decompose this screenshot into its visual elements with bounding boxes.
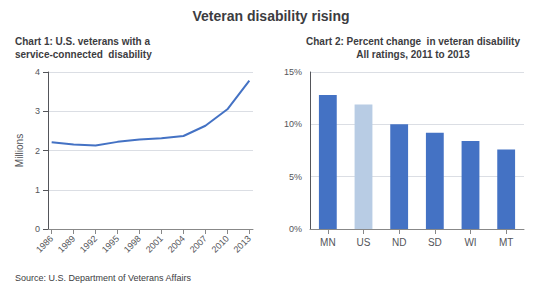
svg-text:1998: 1998 <box>122 233 143 254</box>
svg-text:US: US <box>357 237 371 248</box>
svg-text:1: 1 <box>35 185 40 195</box>
svg-text:MT: MT <box>499 237 513 248</box>
svg-text:1986: 1986 <box>34 233 55 254</box>
svg-text:2007: 2007 <box>188 233 209 254</box>
svg-text:5%: 5% <box>289 172 302 182</box>
svg-text:2013: 2013 <box>232 233 253 254</box>
svg-text:2010: 2010 <box>210 233 231 254</box>
svg-text:0%: 0% <box>289 224 302 234</box>
svg-text:service-connected disability: service-connected disability <box>15 49 152 60</box>
svg-text:Chart 1: U.S. veterans with a: Chart 1: U.S. veterans with a <box>15 36 150 47</box>
svg-text:2004: 2004 <box>166 233 187 254</box>
svg-text:All ratings, 2011 to 2013: All ratings, 2011 to 2013 <box>356 49 470 60</box>
svg-text:Veteran disability rising: Veteran disability rising <box>192 8 349 24</box>
svg-text:2001: 2001 <box>144 233 165 254</box>
svg-text:ND: ND <box>392 237 406 248</box>
svg-text:0: 0 <box>35 224 40 234</box>
svg-text:3: 3 <box>35 106 40 116</box>
svg-text:10%: 10% <box>284 119 302 129</box>
svg-text:1992: 1992 <box>78 233 99 254</box>
svg-text:Millions: Millions <box>14 134 25 167</box>
svg-text:1995: 1995 <box>100 233 121 254</box>
svg-text:SD: SD <box>428 237 442 248</box>
svg-text:Source: U.S. Department of Vet: Source: U.S. Department of Veterans Affa… <box>15 273 191 283</box>
svg-text:Chart 2: Percent change in ve: Chart 2: Percent change in veteran disab… <box>306 36 520 47</box>
svg-text:15%: 15% <box>284 67 302 77</box>
svg-text:4: 4 <box>35 67 40 77</box>
svg-text:1989: 1989 <box>56 233 77 254</box>
svg-text:WI: WI <box>464 237 476 248</box>
svg-text:2: 2 <box>35 146 40 156</box>
svg-text:MN: MN <box>320 237 336 248</box>
